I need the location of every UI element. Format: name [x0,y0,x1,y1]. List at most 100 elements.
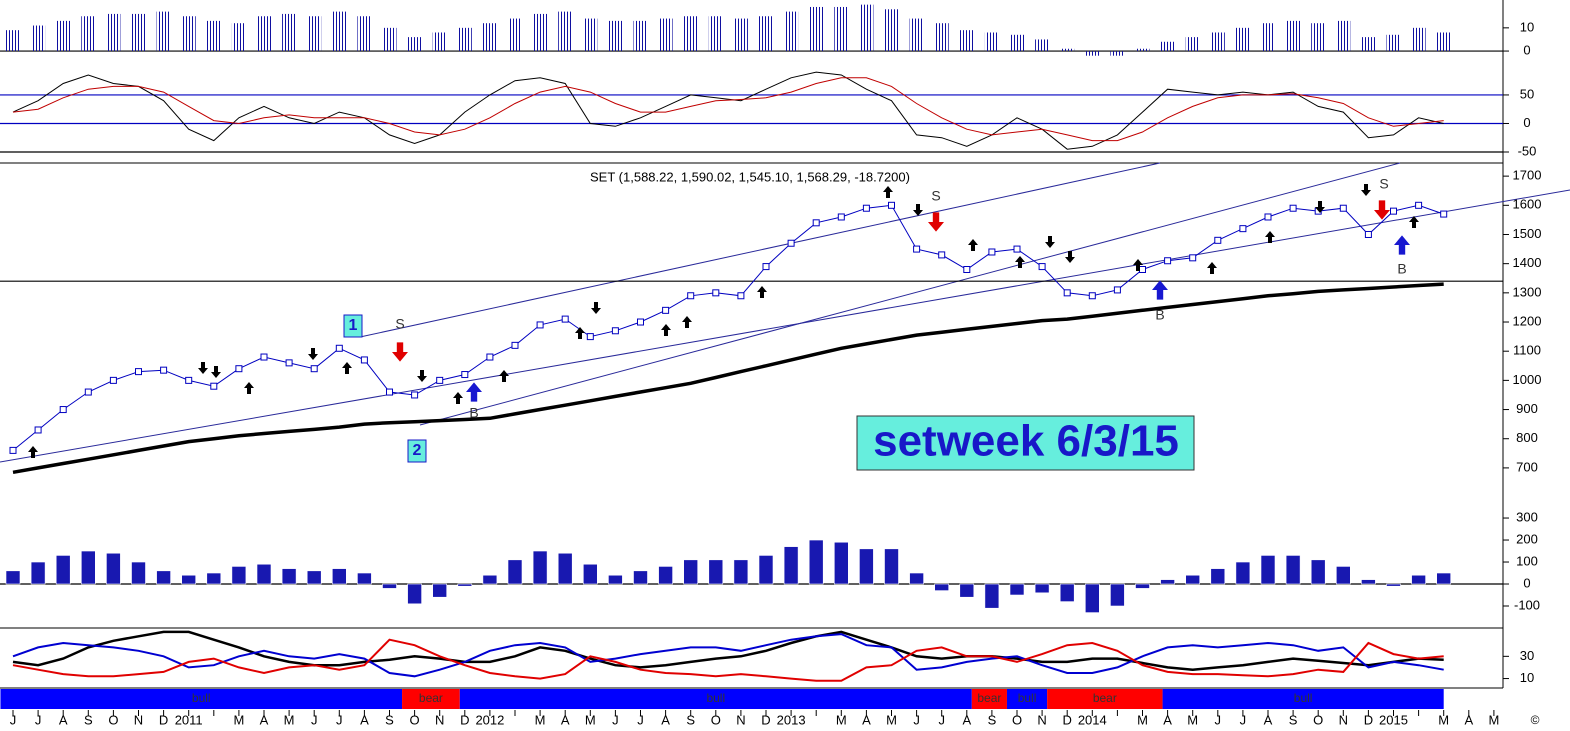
price-marker [1415,201,1423,209]
x-tick-label: M [836,712,847,727]
bar [1411,574,1426,585]
x-tick-label: J [311,712,318,727]
annotation: S [931,188,940,204]
regime-label: bear [1093,691,1117,705]
x-tick-label: M [1438,712,1449,727]
y-tick-label: 1500 [1513,226,1542,241]
bar [81,16,96,52]
copyright: © [1531,713,1540,727]
x-tick-label: M [535,712,546,727]
annotation-box [407,439,427,463]
bar [557,552,573,585]
signal-arrow [1315,201,1325,213]
bar [733,559,749,585]
x-tick-label: S [686,712,695,727]
bar [959,30,974,52]
bar [784,11,799,52]
x-tick-label: A [1264,712,1273,727]
bar [1085,583,1100,613]
bar [809,6,824,52]
bar [984,583,1000,609]
price-marker [360,356,368,364]
annotation-box [343,314,363,338]
x-tick-label: 2015 [1379,712,1408,727]
price-marker [1264,213,1272,221]
bar [1009,583,1025,596]
price-marker [486,353,494,361]
y-tick-label: 800 [1516,430,1538,445]
price-marker [260,353,268,361]
regime-band [402,689,460,709]
signal-arrow [211,366,221,378]
bar [482,574,498,585]
bar [1260,555,1276,585]
x-tick-label: D [1364,712,1373,727]
bar [783,546,799,585]
x-tick-label: N [736,712,745,727]
x-tick-label: J [336,712,343,727]
x-tick-label: M [284,712,295,727]
price-marker [386,388,393,396]
bar [1336,20,1351,52]
series-line [12,282,1444,475]
annotation: 1 [349,317,358,334]
bar [106,13,121,52]
bar [1160,579,1175,585]
regime-label: bear [977,691,1001,705]
bar [332,11,347,52]
signal-arrow [913,204,923,216]
y-tick-label: -100 [1514,597,1540,612]
price-marker [1139,265,1146,273]
bar [457,583,473,587]
series-line [12,638,1444,682]
y-tick-label: 300 [1516,509,1538,524]
signal-arrow [308,348,318,360]
bar [1311,23,1326,52]
bar [156,11,171,52]
bar [683,559,699,585]
price-marker [812,219,820,227]
bar [457,27,472,52]
bar [1210,32,1225,52]
bar [382,27,397,52]
bar [1285,555,1301,585]
x-tick-label: A [1464,712,1473,727]
x-tick-label: S [385,712,394,727]
regime-band [1162,689,1444,709]
signal-arrow [198,362,208,374]
signal-arrow [1015,256,1025,268]
x-tick-label: N [435,712,444,727]
x-tick-label: N [134,712,143,727]
bar [156,570,171,585]
trend-line [0,189,1570,463]
regime-band [1006,689,1048,709]
bar [181,574,196,585]
y-tick-label: 1000 [1513,372,1542,387]
price-marker [536,321,544,329]
signal-arrow [1065,251,1075,263]
bar [1286,20,1301,52]
x-tick-label: S [1289,712,1298,727]
price-marker [561,315,569,323]
y-tick-label: 900 [1516,401,1538,416]
bar [55,555,71,585]
bar [1085,51,1100,56]
price-marker [662,306,670,314]
y-tick-label: 1100 [1513,343,1541,358]
x-tick-label: D [159,712,168,727]
bar [759,16,773,52]
bar [833,541,849,585]
bar [307,16,322,52]
signal-arrow [342,362,352,374]
x-tick-label: M [1187,712,1198,727]
price-marker [310,365,318,373]
bar [5,570,21,585]
x-tick-label: J [637,712,644,727]
price-marker [988,248,996,256]
y-tick-label: 50 [1520,86,1534,101]
signal-arrow [968,239,978,251]
annotation: B [1155,307,1164,323]
price-marker [913,245,921,253]
bar [532,550,548,585]
